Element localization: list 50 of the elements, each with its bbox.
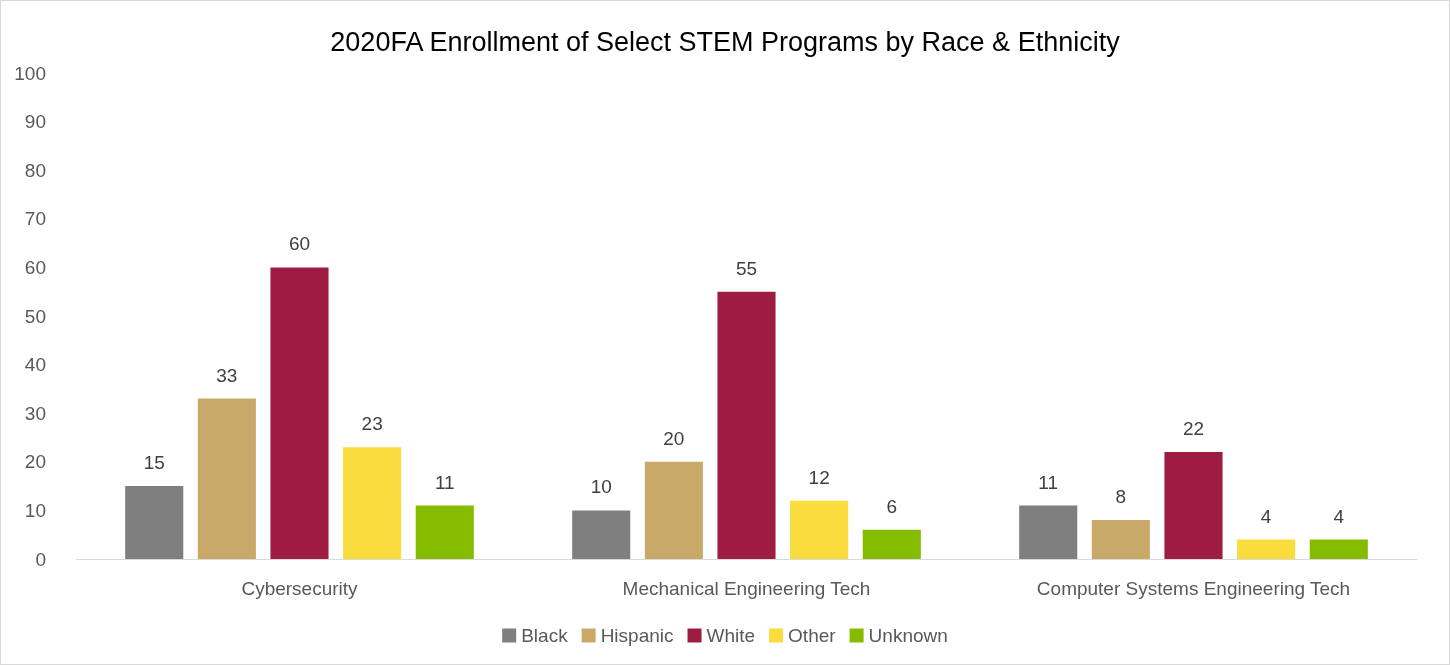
bar xyxy=(270,267,329,559)
bar xyxy=(1019,505,1078,559)
y-tick-label: 30 xyxy=(24,402,46,424)
y-tick-label: 50 xyxy=(24,305,46,327)
bar xyxy=(1164,452,1223,559)
legend-label: Unknown xyxy=(868,625,948,646)
data-label: 6 xyxy=(886,495,898,517)
data-label: 11 xyxy=(1038,471,1059,493)
data-label: 23 xyxy=(361,413,383,435)
x-tick-label: Mechanical Engineering Tech xyxy=(622,578,871,599)
legend-label: White xyxy=(706,625,756,646)
data-label: 4 xyxy=(1333,505,1345,527)
data-label: 22 xyxy=(1182,418,1205,440)
data-label: 55 xyxy=(735,257,758,279)
bar xyxy=(862,529,921,559)
data-label: 20 xyxy=(663,427,685,449)
bar xyxy=(197,398,256,559)
bar xyxy=(572,510,631,559)
y-tick-label: 80 xyxy=(24,159,46,181)
bar xyxy=(790,500,849,559)
data-label: 15 xyxy=(143,452,165,474)
y-tick-label: 0 xyxy=(35,548,46,570)
x-tick-label: Computer Systems Engineering Tech xyxy=(1036,578,1351,599)
bar xyxy=(125,486,184,559)
legend-label: Hispanic xyxy=(600,625,674,646)
bar xyxy=(717,291,776,559)
x-tick-label: Cybersecurity xyxy=(241,578,359,599)
y-tick-label: 10 xyxy=(24,499,46,521)
bar xyxy=(1091,520,1150,559)
legend-label: Black xyxy=(521,625,569,646)
chart-title: 2020FA Enrollment of Select STEM Programs by Race & Ethnicity xyxy=(330,26,1121,57)
data-label: 10 xyxy=(590,476,612,498)
data-label: 60 xyxy=(288,233,311,255)
data-label: 4 xyxy=(1260,505,1272,527)
y-tick-label: 60 xyxy=(24,256,46,278)
data-label: 11 xyxy=(434,471,455,493)
bar xyxy=(1309,539,1368,559)
y-tick-label: 100 xyxy=(14,62,46,84)
bar xyxy=(644,461,703,559)
data-label: 12 xyxy=(808,466,830,488)
bar xyxy=(343,447,402,559)
data-label: 8 xyxy=(1115,486,1127,508)
y-tick-label: 90 xyxy=(24,111,46,133)
legend-label: Other xyxy=(788,625,837,646)
bar xyxy=(415,505,474,559)
data-label: 33 xyxy=(216,364,238,386)
y-tick-label: 20 xyxy=(24,451,46,473)
bar xyxy=(1237,539,1296,559)
y-tick-label: 70 xyxy=(24,208,46,230)
y-tick-label: 40 xyxy=(24,354,46,376)
